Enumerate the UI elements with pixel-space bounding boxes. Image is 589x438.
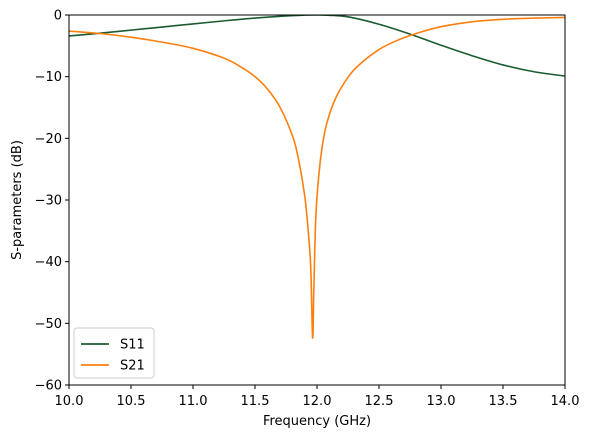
y-tick-label: −10: [35, 70, 62, 85]
x-tick-label: 13.0: [427, 394, 456, 409]
x-tick-label: 14.0: [551, 394, 580, 409]
series-layer: [69, 15, 565, 339]
y-tick-label: −20: [35, 132, 62, 147]
x-tick-label: 13.5: [489, 394, 518, 409]
x-tick-label: 10.0: [55, 394, 84, 409]
series-line-s11: [69, 15, 565, 77]
x-axis-title: Frequency (GHz): [263, 414, 371, 429]
y-tick-label: −60: [35, 379, 62, 394]
y-axis-ticks: −60 −50 −40 −30 −20 −10 0: [35, 9, 69, 394]
y-tick-label: −30: [35, 194, 62, 209]
x-tick-label: 11.5: [241, 394, 270, 409]
series-line-s21: [69, 16, 565, 339]
y-tick-label: −50: [35, 317, 62, 332]
x-tick-label: 11.0: [179, 394, 208, 409]
legend-label-s21: S21: [120, 359, 145, 374]
x-tick-label: 12.5: [365, 394, 394, 409]
x-axis-ticks: 10.0 10.5 11.0 11.5 12.0 12.5 13.0 13.5 14.0: [55, 385, 580, 409]
y-axis-title: S-parameters (dB): [10, 140, 25, 260]
legend-label-s11: S11: [120, 338, 145, 353]
y-tick-label: 0: [54, 9, 62, 24]
x-tick-label: 10.5: [117, 394, 146, 409]
x-tick-label: 12.0: [303, 394, 332, 409]
y-tick-label: −40: [35, 255, 62, 270]
